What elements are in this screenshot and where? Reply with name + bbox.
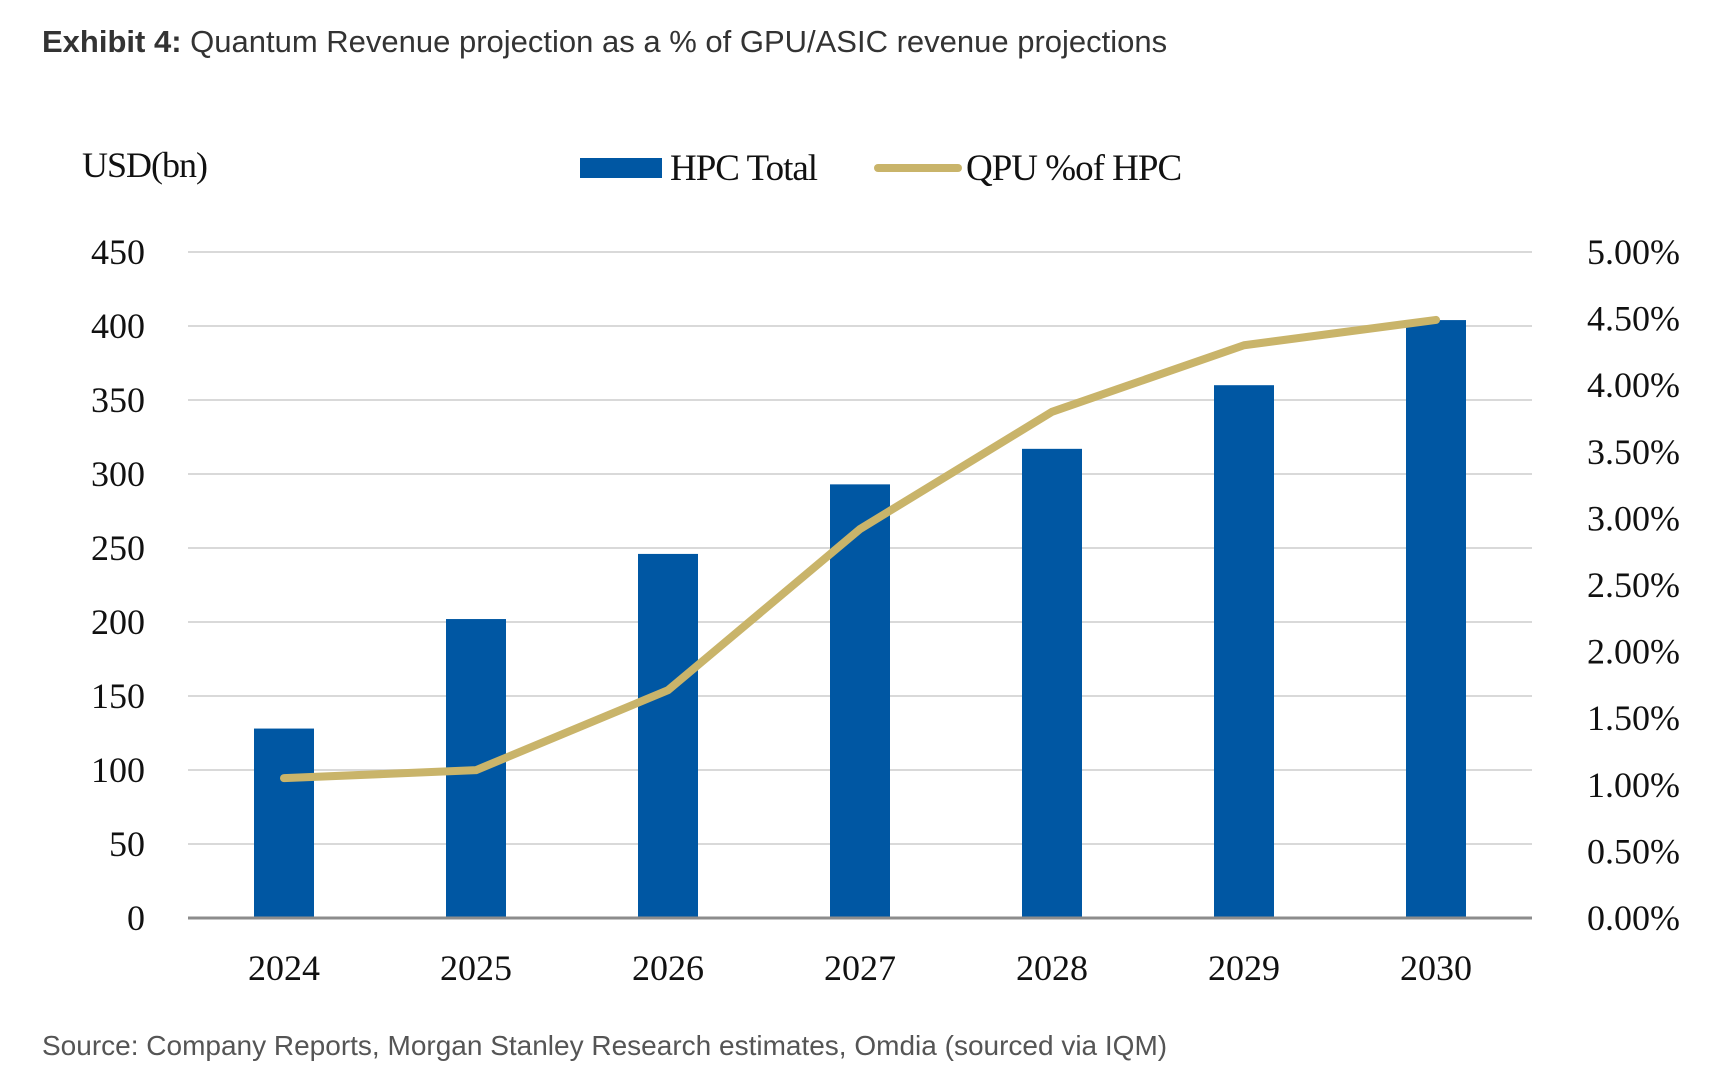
x-tick-label: 2024 — [248, 948, 320, 988]
exhibit-title: Quantum Revenue projection as a % of GPU… — [190, 24, 1168, 59]
x-tick-label: 2029 — [1208, 948, 1280, 988]
legend-label-hpc-total: HPC Total — [670, 148, 818, 189]
bar-hpc-total-2026 — [638, 553, 698, 918]
right-tick-label: 2.00% — [1587, 632, 1680, 672]
right-tick-label: 0.50% — [1587, 831, 1680, 871]
bar-hpc-total-2030 — [1406, 320, 1466, 919]
x-tick-label: 2027 — [824, 948, 896, 988]
left-tick-label: 50 — [109, 824, 145, 864]
right-tick-label: 1.00% — [1587, 765, 1680, 805]
right-tick-label: 4.00% — [1587, 365, 1680, 405]
legend-label-qpu-percent: QPU %of HPC — [966, 148, 1181, 189]
bar-hpc-total-2029 — [1214, 385, 1274, 918]
left-tick-label: 150 — [91, 676, 145, 716]
left-tick-label: 0 — [127, 898, 145, 938]
x-axis-ticks: 2024 2025 2026 2027 2028 2029 2030 — [248, 948, 1472, 988]
bar-hpc-total-2024 — [254, 728, 314, 918]
right-tick-label: 0.00% — [1587, 898, 1680, 938]
left-tick-label: 250 — [91, 528, 145, 568]
right-axis-ticks: 0.00% 0.50% 1.00% 1.50% 2.00% 2.50% 3.00% 3.50%… — [1587, 232, 1680, 938]
bar-hpc-total-2027 — [830, 484, 890, 918]
left-tick-label: 450 — [91, 232, 145, 272]
right-tick-label: 4.50% — [1587, 299, 1680, 339]
source-note: Source: Company Reports, Morgan Stanley … — [42, 1030, 1168, 1061]
x-tick-label: 2030 — [1400, 948, 1472, 988]
line-qpu-percent — [280, 315, 1440, 783]
right-tick-label: 3.00% — [1587, 498, 1680, 538]
legend-swatch-hpc-total — [580, 158, 662, 178]
x-tick-label: 2026 — [632, 948, 704, 988]
left-tick-label: 400 — [91, 306, 145, 346]
left-axis-label: USD(bn) — [82, 145, 207, 185]
x-tick-label: 2028 — [1016, 948, 1088, 988]
left-axis-ticks: 0 50 100 150 200 250 300 350 400 450 — [91, 232, 145, 938]
bars-hpc-total — [254, 320, 1466, 919]
exhibit-label: Exhibit 4: — [42, 24, 182, 59]
left-tick-label: 350 — [91, 380, 145, 420]
left-tick-label: 300 — [91, 454, 145, 494]
left-tick-label: 100 — [91, 750, 145, 790]
page-title: Exhibit 4: Quantum Revenue projection as… — [42, 24, 1167, 60]
left-tick-label: 200 — [91, 602, 145, 642]
right-tick-label: 3.50% — [1587, 432, 1680, 472]
right-tick-label: 2.50% — [1587, 565, 1680, 605]
right-tick-label: 1.50% — [1587, 698, 1680, 738]
x-tick-label: 2025 — [440, 948, 512, 988]
bar-hpc-total-2028 — [1022, 448, 1082, 918]
legend: HPC Total QPU %of HPC — [580, 148, 1182, 189]
right-tick-label: 5.00% — [1587, 232, 1680, 272]
